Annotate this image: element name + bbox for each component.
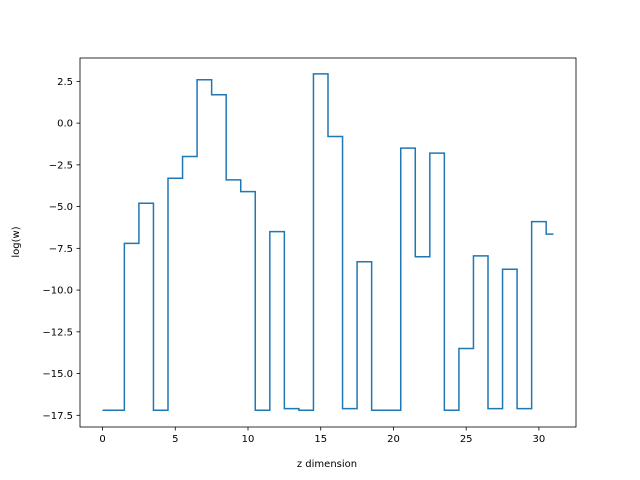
x-tick-label: 30 bbox=[533, 434, 546, 445]
plot-area bbox=[79, 57, 577, 428]
x-axis-label: z dimension bbox=[297, 459, 357, 470]
x-tick-label: 25 bbox=[460, 434, 473, 445]
x-axis: 0 5 10 15 20 25 30 bbox=[99, 427, 545, 445]
y-tick-label: −12.5 bbox=[42, 327, 73, 338]
x-tick-label: 15 bbox=[314, 434, 327, 445]
series-line bbox=[102, 73, 554, 412]
y-tick-label: −7.5 bbox=[49, 244, 73, 255]
y-tick-label: 0.0 bbox=[57, 119, 73, 130]
y-axis: 2.5 0.0 −2.5 −5.0 −7.5 −10.0 −12.5 −15.0 −17.5 bbox=[42, 77, 80, 422]
y-axis-label: log(w) bbox=[11, 226, 22, 257]
y-tick-label: −10.0 bbox=[42, 286, 73, 297]
y-tick-label: −5.0 bbox=[49, 202, 73, 213]
axes-frame bbox=[79, 57, 577, 428]
y-tick-label: −2.5 bbox=[49, 160, 73, 171]
y-tick-label: −17.5 bbox=[42, 411, 73, 422]
y-tick-label: 2.5 bbox=[57, 77, 73, 88]
x-tick-label: 20 bbox=[387, 434, 400, 445]
y-tick-label: −15.0 bbox=[42, 369, 73, 380]
x-tick-label: 10 bbox=[242, 434, 255, 445]
x-tick-label: 0 bbox=[99, 434, 105, 445]
x-tick-label: 5 bbox=[172, 434, 178, 445]
